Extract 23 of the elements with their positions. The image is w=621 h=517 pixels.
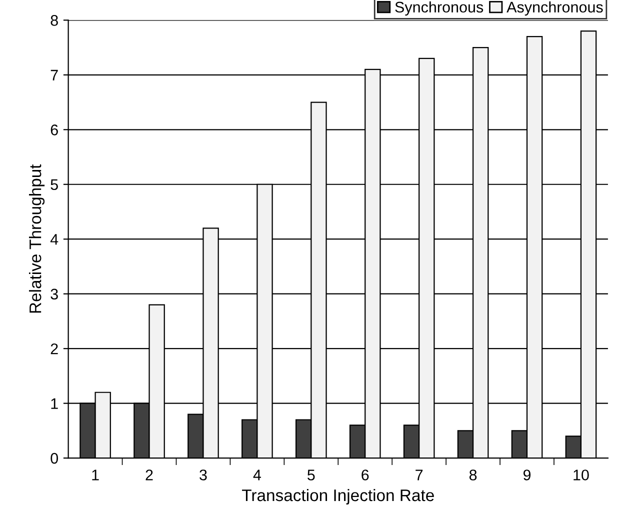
y-tick-label: 0 <box>50 452 58 464</box>
y-tick-label: 1 <box>51 398 58 409</box>
y-tick-label: 6 <box>50 124 58 136</box>
y-tick-label: 5 <box>50 179 58 190</box>
x-tick-label: 6 <box>362 470 369 480</box>
x-tick-label: 10 <box>574 470 589 480</box>
legend-label: Asynchronous <box>506 1 603 16</box>
y-tick-label: 4 <box>50 234 58 245</box>
y-tick-label: 8 <box>50 15 58 26</box>
x-tick-label: 8 <box>469 470 477 480</box>
x-tick-label: 1 <box>92 470 99 480</box>
x-tick-label: 5 <box>308 470 315 480</box>
x-axis-title: Transaction Injection Rate <box>242 488 434 505</box>
y-tick-label: 3 <box>50 288 58 300</box>
x-tick-label: 3 <box>200 470 207 480</box>
y-axis-title: Relative Throughput <box>29 164 45 313</box>
x-tick-label: 9 <box>523 470 531 480</box>
legend-label: Synchronous <box>395 1 484 16</box>
x-tick-label: 2 <box>146 470 153 480</box>
y-tick-label: 7 <box>50 70 58 80</box>
y-tick-label: 2 <box>50 343 58 354</box>
x-tick-label: 7 <box>416 470 423 480</box>
x-tick-label: 4 <box>253 470 261 480</box>
